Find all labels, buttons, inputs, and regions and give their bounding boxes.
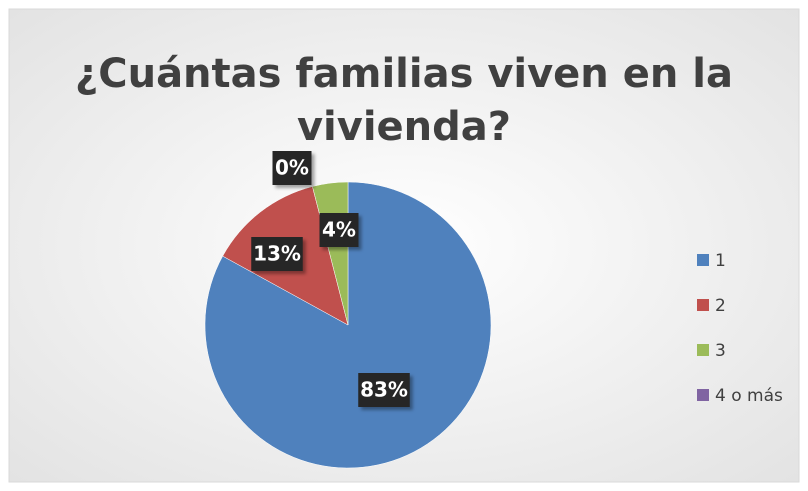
chart-title: ¿Cuántas familias viven en la xyxy=(75,51,733,97)
legend-label: 3 xyxy=(715,341,726,361)
legend-swatch xyxy=(697,299,709,311)
legend-label: 2 xyxy=(715,296,726,316)
data-label: 83% xyxy=(360,378,408,402)
data-label-box xyxy=(251,237,303,271)
data-label: 0% xyxy=(275,156,309,180)
data-label-box xyxy=(358,373,410,407)
chart-title: vivienda? xyxy=(297,104,511,150)
data-label-box xyxy=(319,213,359,247)
data-label: 13% xyxy=(253,242,301,266)
data-label: 4% xyxy=(322,218,356,242)
legend-swatch xyxy=(697,254,709,266)
legend-label: 1 xyxy=(715,251,726,271)
legend-swatch xyxy=(697,389,709,401)
data-label-box xyxy=(272,151,312,185)
legend-label: 4 o más xyxy=(715,386,783,406)
legend-swatch xyxy=(697,344,709,356)
